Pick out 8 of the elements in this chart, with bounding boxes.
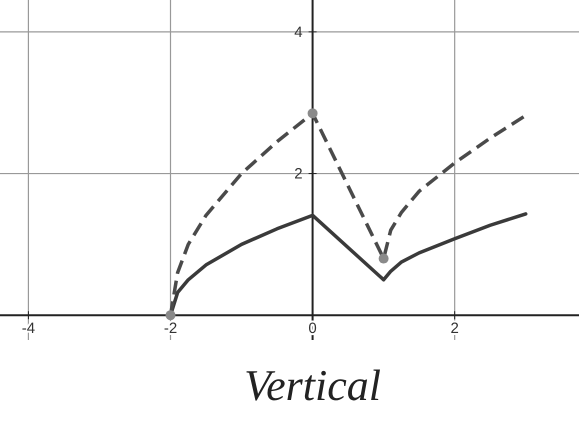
x-tick-label: -4	[22, 320, 36, 338]
point	[378, 254, 389, 264]
y-tick-label: 4	[294, 24, 303, 41]
point	[308, 108, 318, 118]
text: Vertical	[244, 361, 382, 410]
x-tick-label: -2	[164, 320, 178, 338]
point	[166, 310, 176, 320]
x-tick-label: 2	[450, 320, 459, 338]
